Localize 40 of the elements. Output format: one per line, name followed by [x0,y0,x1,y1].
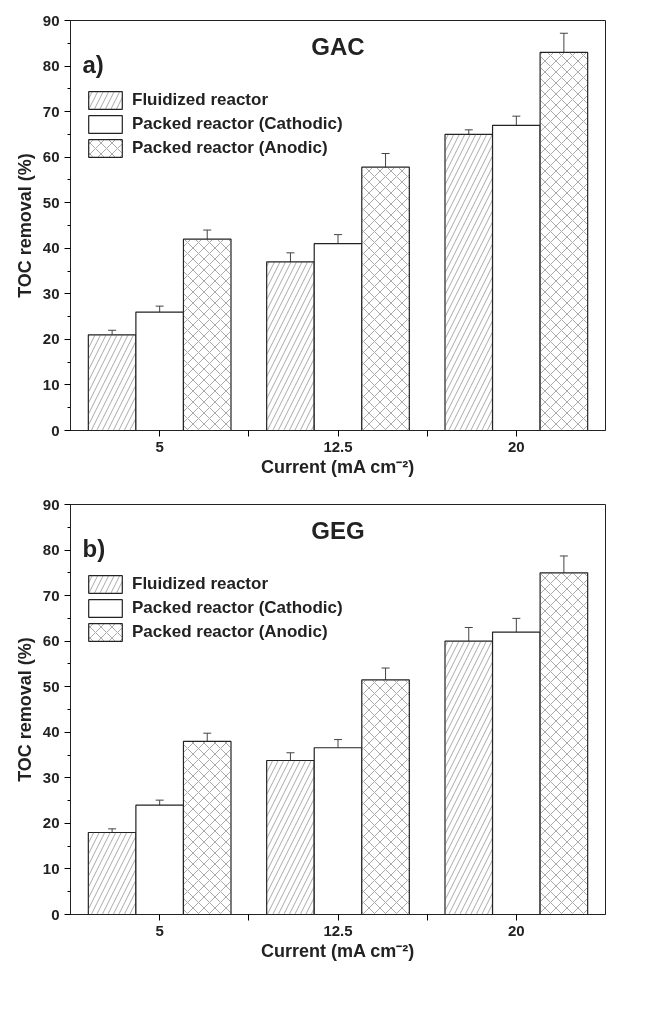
y-tick-label: 60 [42,632,60,650]
y-tick-label: 80 [42,57,60,75]
x-tick-label: 12.5 [323,921,353,939]
legend-label: Fluidized reactor [132,574,269,594]
y-tick-label: 70 [42,102,60,120]
x-tick-label: 20 [507,437,525,455]
y-axis-title: TOC removal (%) [14,153,35,298]
x-axis-title: Current (mA cm⁻²) [261,940,415,961]
y-tick-label: 0 [51,421,60,439]
y-tick-label: 60 [42,148,60,166]
y-tick-label: 30 [42,284,60,302]
y-tick-label: 80 [42,541,60,559]
y-tick-label: 70 [42,586,60,604]
y-tick-label: 90 [42,495,60,513]
y-tick-label: 20 [42,330,60,348]
y-tick-label: 20 [42,814,60,832]
legend-label: Fluidized reactor [132,90,269,110]
y-tick-label: 50 [42,193,60,211]
annotation: a) [82,50,104,78]
y-tick-label: 0 [51,905,60,923]
y-tick-label: 50 [42,677,60,695]
y-tick-label: 10 [42,859,60,877]
y-tick-label: 40 [42,723,60,741]
y-axis-title: TOC removal (%) [14,637,35,782]
legend-label: Packed reactor (Cathodic) [132,598,343,618]
y-tick-label: 90 [42,11,60,29]
text: GAC [311,32,365,60]
legend-label: Packed reactor (Cathodic) [132,114,343,134]
y-tick-label: 40 [42,239,60,257]
x-tick-label: 20 [507,921,525,939]
x-tick-label: 5 [155,921,164,939]
annotation: b) [82,534,106,562]
y-tick-label: 30 [42,768,60,786]
x-tick-label: 5 [155,437,164,455]
legend-label: Packed reactor (Anodic) [132,622,328,642]
x-tick-label: 12.5 [323,437,353,455]
y-tick-label: 10 [42,375,60,393]
text: GEG [311,516,365,544]
x-axis-title: Current (mA cm⁻²) [261,456,415,477]
legend-label: Packed reactor (Anodic) [132,138,328,158]
